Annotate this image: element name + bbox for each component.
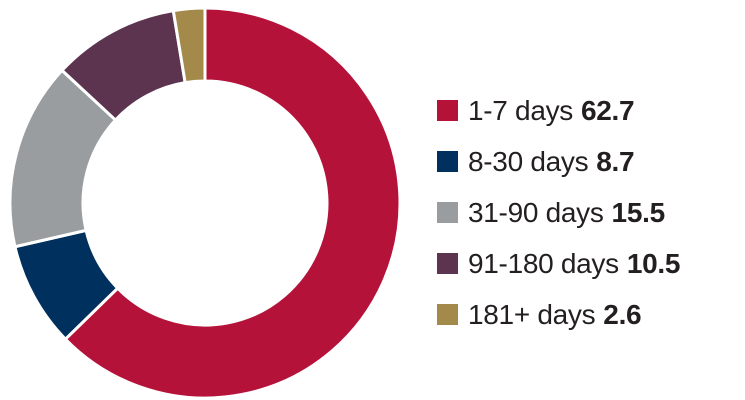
legend-label: 8-30 days xyxy=(468,145,589,177)
legend-value: 2.6 xyxy=(603,298,642,330)
legend: 1-7 days 62.7 8-30 days 8.7 31-90 days 15.5 91… xyxy=(437,85,742,340)
legend-value: 10.5 xyxy=(626,247,681,279)
legend-swatch xyxy=(437,202,458,223)
donut-slice-181-days xyxy=(171,6,207,85)
legend-item: 1-7 days 62.7 xyxy=(437,85,742,136)
legend-swatch xyxy=(437,100,458,121)
legend-label: 91-180 days xyxy=(468,247,619,279)
legend-item: 8-30 days 8.7 xyxy=(437,136,742,187)
donut-chart xyxy=(8,6,402,400)
donut-slice-1-7-days xyxy=(63,6,402,400)
legend-item: 91-180 days 10.5 xyxy=(437,238,742,289)
legend-label: 181+ days xyxy=(468,298,596,330)
legend-swatch xyxy=(437,304,458,325)
legend-label: 1-7 days xyxy=(468,94,573,126)
legend-swatch xyxy=(437,253,458,274)
legend-value: 8.7 xyxy=(596,145,635,177)
legend-value: 62.7 xyxy=(581,94,635,126)
legend-value: 15.5 xyxy=(611,196,666,228)
legend-swatch xyxy=(437,151,458,172)
legend-item: 31-90 days 15.5 xyxy=(437,187,742,238)
legend-item: 181+ days 2.6 xyxy=(437,289,742,340)
legend-label: 31-90 days xyxy=(468,196,604,228)
